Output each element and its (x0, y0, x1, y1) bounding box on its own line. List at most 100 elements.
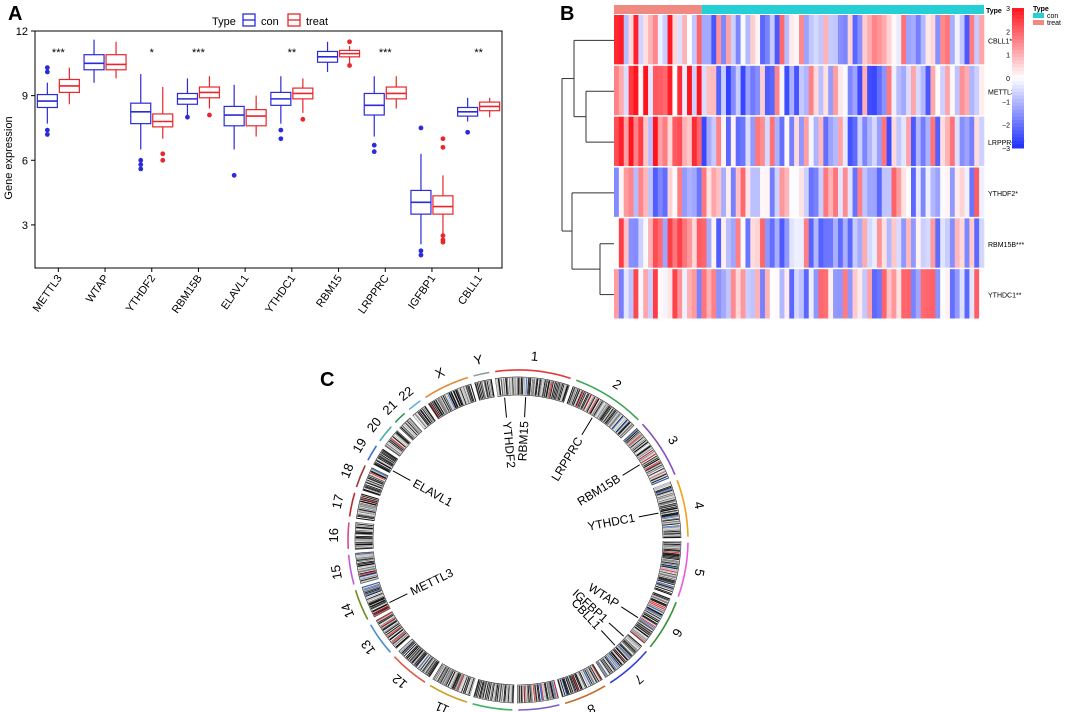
cytoband (492, 683, 497, 701)
heatmap-cell (886, 65, 892, 116)
heatmap-cell (740, 65, 746, 116)
heatmap-cell (716, 269, 722, 319)
cytoband (655, 487, 673, 494)
cytoband (588, 666, 598, 682)
boxplot-plot-area: 3 6 9 12 METTL3 *** WTAP YTHDF2 * RBM15B *** ELAVL1… (16, 26, 503, 316)
heatmap-cell (891, 15, 897, 65)
scale-segment (1012, 78, 1024, 82)
chromosome-arc (609, 650, 648, 684)
heatmap-cell (750, 167, 756, 217)
cytoband (557, 383, 564, 401)
heatmap-cell (881, 218, 887, 268)
heatmap-cell (823, 65, 829, 116)
cytoband (596, 403, 607, 419)
cytoband (536, 684, 540, 702)
heatmap-cell (696, 167, 702, 217)
cytoband (425, 659, 437, 675)
cytoband (503, 378, 506, 396)
con-box (130, 102, 152, 125)
heatmap-cell (964, 218, 970, 268)
cytoband (370, 471, 387, 480)
cytoband (355, 532, 373, 534)
cytoband (369, 598, 385, 606)
heatmap-cell (979, 167, 985, 217)
cytoband (468, 385, 475, 402)
cytoband (436, 666, 447, 682)
heatmap-cell (794, 218, 800, 268)
row-label: RBM15B*** (988, 242, 1024, 249)
heatmap-cell (935, 269, 941, 319)
heatmap-cell (769, 218, 775, 268)
heatmap-cell (901, 116, 907, 166)
cytoband (662, 518, 680, 522)
heatmap-cell (954, 65, 960, 116)
cytoband (400, 426, 414, 440)
heatmap-cell (735, 269, 741, 319)
cytoband (478, 382, 484, 399)
heatmap-cell (837, 15, 844, 65)
cytoband (662, 523, 680, 526)
scale-tick-label: −2 (1002, 123, 1010, 130)
scale-segment (1012, 25, 1024, 30)
cytoband (642, 455, 658, 465)
cytoband (357, 517, 374, 521)
cytoband (619, 643, 633, 656)
type-annotation-bar (614, 5, 984, 14)
chromosome-arc (348, 492, 356, 517)
cytoband (523, 685, 525, 703)
heatmap-cell (667, 65, 673, 116)
cytoband (486, 380, 491, 398)
chromosome-label: 8 (585, 701, 598, 712)
cytoband (625, 637, 639, 650)
cytoband (356, 554, 374, 558)
chromosome-label: 6 (669, 626, 686, 640)
cytoband (364, 485, 381, 492)
heatmap-cell (949, 269, 956, 319)
cytoband (484, 380, 489, 398)
scale-segment (1012, 109, 1024, 114)
heatmap-cell (872, 218, 878, 268)
heatmap-cell (867, 15, 873, 65)
cytoband (607, 654, 619, 668)
y-tick-label: 3 (22, 220, 28, 232)
cytoband (404, 423, 417, 437)
cytoband (641, 616, 657, 626)
treat-outlier (347, 63, 352, 68)
heatmap-cell (648, 116, 654, 166)
heatmap-cell (901, 15, 907, 65)
chromosome-arc (394, 412, 406, 423)
heatmap-cell (969, 269, 975, 319)
cytoband (533, 378, 537, 396)
cytoband (555, 382, 561, 400)
heatmap-cell (949, 65, 956, 116)
cytoband (639, 451, 655, 461)
heatmap-cell (910, 65, 917, 116)
heatmap-cell (701, 65, 707, 116)
heatmap-cell (823, 167, 829, 217)
scale-segment (1012, 43, 1024, 47)
cytoband (660, 504, 677, 509)
cytoband (655, 585, 673, 593)
cytoband (490, 379, 495, 397)
cytoband (494, 684, 498, 701)
heatmap-cell (789, 167, 795, 217)
cytoband (650, 473, 667, 481)
cytoband (355, 534, 373, 536)
heatmap-cell (906, 167, 912, 217)
cytoband (663, 534, 681, 536)
scale-segment (1012, 11, 1024, 16)
heatmap-cell (954, 269, 960, 319)
heatmap-cell (750, 218, 756, 268)
cytoband (645, 608, 662, 618)
cytoband (393, 434, 407, 447)
chromosome-label: 5 (692, 568, 708, 578)
heatmap-cell (818, 218, 824, 268)
x-tick-label: YTHDF2 (124, 273, 158, 315)
treat-box (105, 54, 127, 71)
heatmap-cells (614, 15, 985, 319)
cytoband (445, 394, 455, 410)
heatmap-cell (760, 269, 766, 319)
cytoband (542, 683, 547, 701)
cytoband (364, 486, 381, 493)
